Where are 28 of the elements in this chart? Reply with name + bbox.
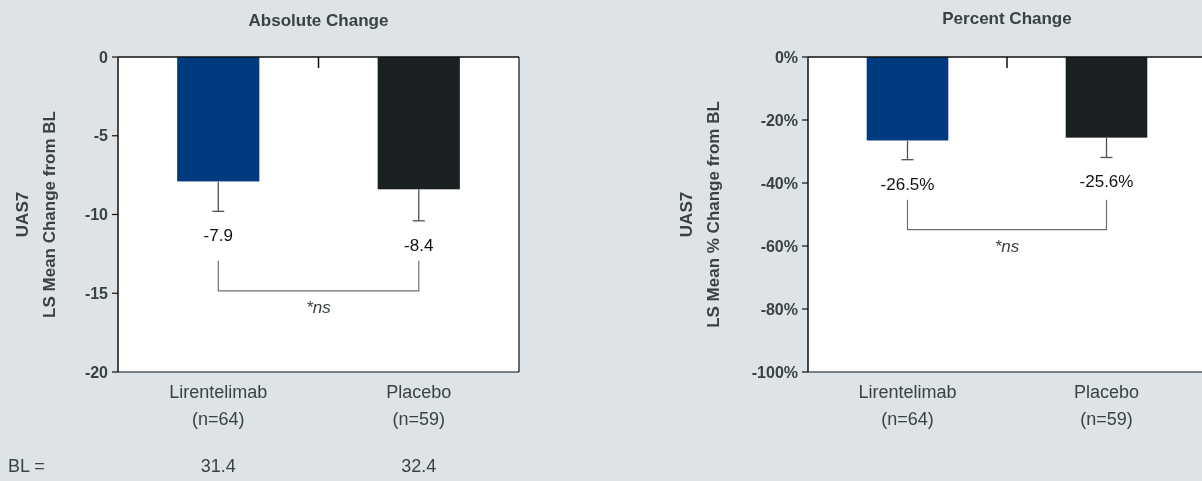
y-tick-label: -20% — [760, 111, 798, 129]
annotation: *ns — [306, 297, 332, 317]
x-tick-label: Placebo (n=59) — [1073, 382, 1140, 429]
y-tick-label: -5 — [93, 127, 109, 145]
y-tick-label: -80% — [760, 300, 798, 318]
y-tick-label: -10 — [84, 206, 109, 224]
x-tick-label: Lirentelimab (n=64) — [858, 382, 957, 429]
chart-title: Absolute Change — [248, 11, 389, 30]
y-tick-label: -100% — [751, 363, 798, 381]
text: 32.4 — [401, 456, 437, 476]
y-tick-label: -15 — [84, 284, 109, 302]
x-tick-label: Lirentelimab (n=64) — [169, 382, 268, 429]
text: BL = — [8, 456, 45, 476]
data-label: -7.9 — [203, 226, 233, 246]
y-tick-label: 0% — [774, 48, 798, 66]
y-axis-title: UAS7 LS Mean % Change from BL — [677, 101, 723, 328]
y-axis-title: UAS7 LS Mean Change from BL — [13, 111, 59, 318]
y-tick-label: -40% — [760, 174, 798, 192]
annotation: *ns — [994, 236, 1020, 256]
x-tick-label: Placebo (n=59) — [386, 382, 452, 429]
data-label: -25.6% — [1079, 172, 1134, 192]
data-label: -8.4 — [404, 235, 434, 255]
chart-title: Percent Change — [942, 9, 1072, 28]
y-tick-label: -20 — [84, 363, 109, 381]
text: 31.4 — [200, 456, 236, 476]
y-tick-label: 0 — [99, 48, 109, 66]
data-label: -26.5% — [880, 174, 935, 194]
y-tick-label: -60% — [760, 237, 798, 255]
